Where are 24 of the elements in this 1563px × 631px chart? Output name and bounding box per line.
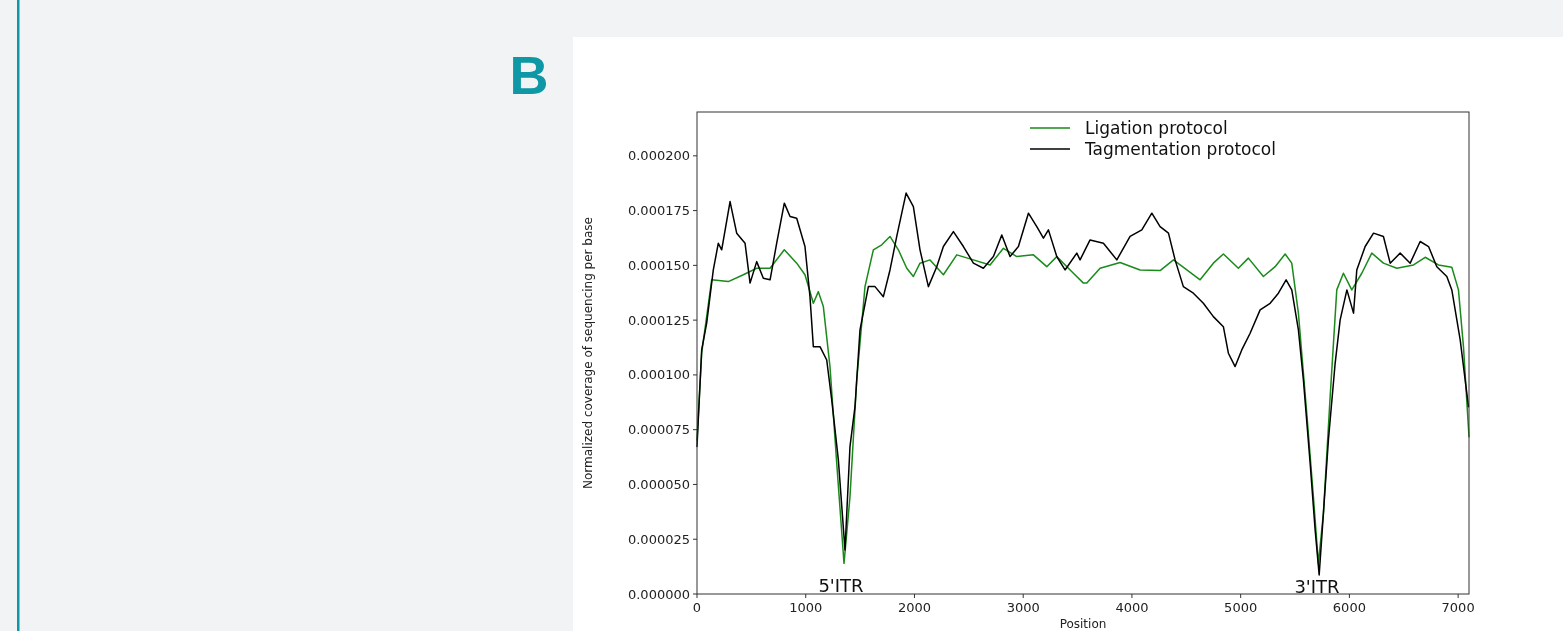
legend-label: Ligation protocol <box>1085 117 1228 138</box>
x-tick-label: 7000 <box>1441 600 1475 615</box>
x-axis-title: Position <box>1059 617 1107 631</box>
x-tick-label: 1000 <box>789 600 823 615</box>
text: B <box>509 45 549 105</box>
x-tick-label: 2000 <box>897 600 932 615</box>
y-tick-label: 0.000050 <box>627 477 690 492</box>
y-tick-label: 0.000150 <box>627 257 690 273</box>
x-tick-label: 0 <box>692 600 702 615</box>
x-tick-label: 4000 <box>1115 600 1149 615</box>
x-tick-label: 6000 <box>1332 600 1366 615</box>
y-tick-label: 0.000000 <box>627 586 690 602</box>
y-tick-label: 0.000175 <box>627 203 690 219</box>
y-tick-label: 0.000075 <box>627 422 690 438</box>
x-tick-label: 5000 <box>1224 600 1258 615</box>
y-axis-title: Normalized coverage of sequencing per base <box>581 217 595 489</box>
annotation: 5'ITR <box>818 575 864 597</box>
y-tick-label: 0.000025 <box>627 531 690 547</box>
x-tick-label: 3000 <box>1006 600 1040 615</box>
y-tick-label: 0.000100 <box>627 367 690 383</box>
legend-label: Tagmentation protocol <box>1084 138 1276 159</box>
y-tick-label: 0.000200 <box>627 148 690 164</box>
y-tick-label: 0.000125 <box>627 312 690 328</box>
annotation: 3'ITR <box>1294 576 1340 598</box>
